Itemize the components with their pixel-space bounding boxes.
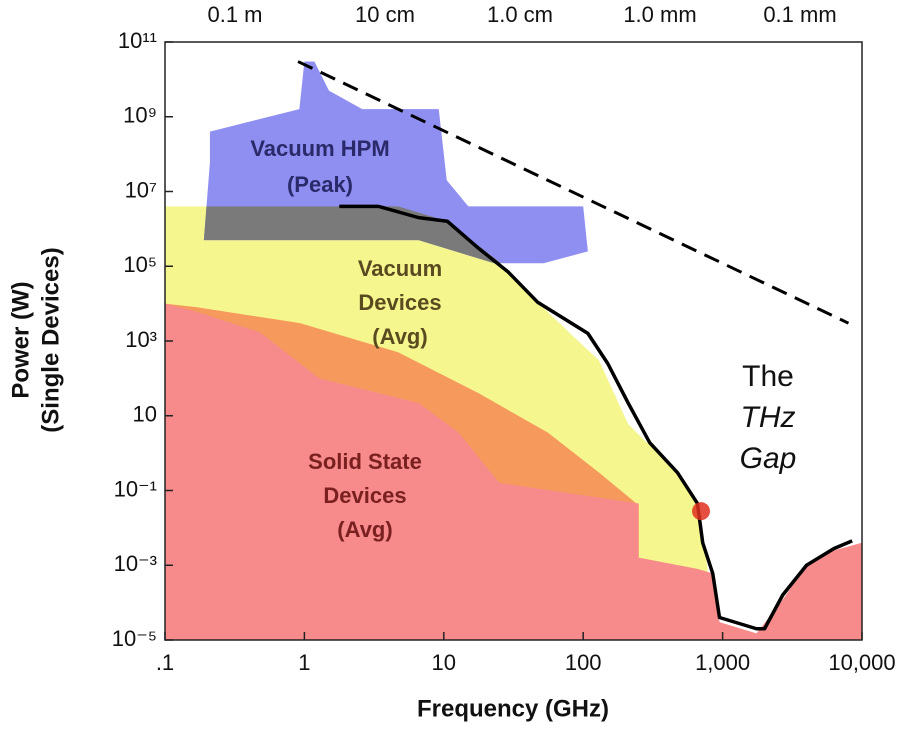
y-tick-label: 10⁷	[125, 177, 157, 202]
marker	[692, 502, 711, 521]
y-tick-label: 10⁵	[123, 252, 157, 277]
x-tick-label: 1	[298, 650, 310, 675]
x-tick-label: 1,000	[695, 650, 750, 675]
region-label: Devices	[323, 483, 406, 508]
x-tick-label: 10	[432, 650, 456, 675]
dashed-line	[297, 60, 850, 325]
line	[339, 204, 853, 631]
y-tick-label: 10⁻³	[114, 551, 157, 576]
region-label: Vacuum	[358, 256, 442, 281]
region-label: Devices	[358, 290, 441, 315]
region	[165, 303, 862, 640]
region-label: (Peak)	[287, 172, 353, 197]
y-tick-label: 10⁻¹	[114, 476, 157, 501]
x-axis-label: Frequency (GHz)	[417, 695, 609, 722]
annotation: Gap	[740, 442, 797, 475]
annotation: THz	[741, 401, 796, 434]
annotation: The	[742, 360, 794, 393]
top-axis-label: 1.0 mm	[623, 2, 696, 27]
y-tick-label: 10⁹	[123, 103, 157, 128]
y-axis-label: (Single Devices)	[37, 247, 64, 432]
y-tick-label: 10⁻⁵	[112, 626, 157, 651]
top-axis-label: 1.0 cm	[487, 2, 553, 27]
y-tick-label: 10	[133, 402, 157, 427]
y-axis-label: Power (W)	[7, 281, 34, 398]
region-label: (Avg)	[372, 324, 427, 349]
y-tick-label: 10³	[125, 327, 157, 352]
top-axis-label: 0.1 mm	[763, 2, 836, 27]
top-axis-label: 0.1 m	[207, 2, 262, 27]
x-tick-label: 10,000	[828, 650, 895, 675]
top-axis-label: 10 cm	[355, 2, 415, 27]
region-label: (Avg)	[337, 517, 392, 542]
region-label: Vacuum HPM	[250, 136, 389, 161]
x-tick-label: 100	[565, 650, 602, 675]
region-label: Solid State	[308, 449, 422, 474]
y-tick-label: 10¹¹	[118, 28, 157, 53]
x-tick-label: .1	[156, 650, 174, 675]
